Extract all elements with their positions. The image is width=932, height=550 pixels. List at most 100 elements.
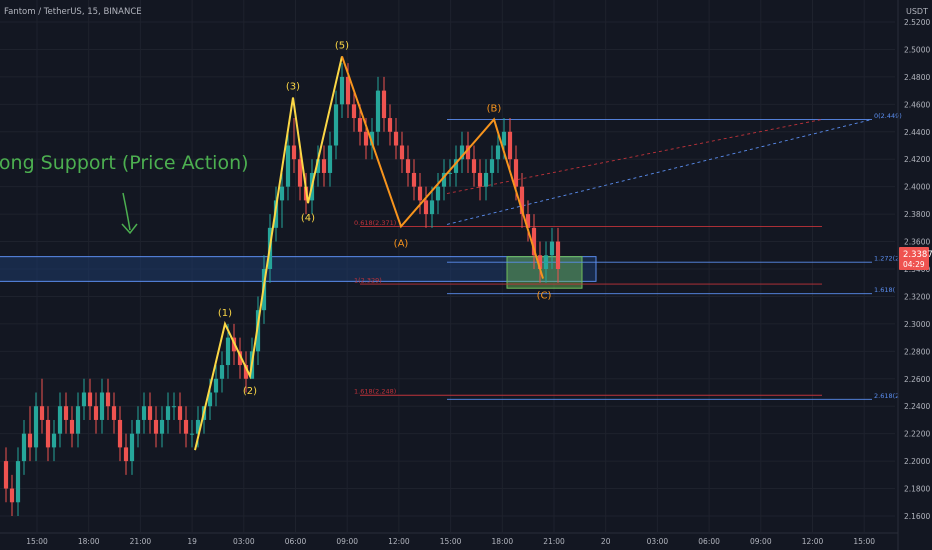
candle-body (87, 392, 93, 407)
support-zone (0, 256, 597, 282)
time-axis[interactable]: 15:00 18:00 21:00 19 03:00 06:00 09:00 12:00 15:… (0, 532, 898, 546)
candle-body (147, 406, 153, 420)
candle-body (285, 145, 291, 187)
y-tick-label: 2.2800 (904, 347, 930, 356)
x-tick-label: 15:00 (26, 537, 48, 546)
candle-body (243, 365, 249, 379)
candle-body (3, 461, 9, 489)
y-tick-label: 2.4600 (904, 100, 930, 109)
candle-body (207, 392, 213, 407)
x-tick-label: 03:00 (647, 537, 669, 546)
candle-body (507, 131, 513, 160)
candle-body (165, 406, 171, 420)
y-tick-label: 2.3000 (904, 320, 930, 329)
candle-body (315, 159, 321, 173)
price-axis[interactable]: 2.5200 2.5000 2.4800 2.4600 2.4400 2.4200 2.40… (897, 0, 930, 550)
candle-body (153, 419, 159, 434)
y-tick-label: 2.2600 (904, 375, 930, 384)
candle-body (123, 447, 129, 462)
candle-body (27, 433, 33, 448)
symbol-header: Fantom / TetherUS, 15, BINANCE (4, 7, 142, 17)
candle-body (135, 419, 141, 434)
candle-body (297, 159, 303, 187)
y-tick-label: 2.3200 (904, 292, 930, 301)
candle-body (447, 172, 453, 174)
x-tick-label: 09:00 (336, 537, 358, 546)
x-tick-label: 15:00 (440, 537, 462, 546)
candle-body (555, 241, 561, 269)
wave-label: (1) (218, 308, 232, 319)
candle-body (375, 90, 381, 132)
y-tick-label: 2.2000 (904, 457, 930, 466)
y-tick-label: 2.1800 (904, 485, 930, 494)
candle-body (213, 378, 219, 393)
wave-label: (A) (394, 238, 409, 249)
candle-body (477, 172, 483, 187)
candle-body (177, 406, 183, 420)
candle-body (33, 406, 39, 448)
fib-level-label: 1(2.329) (354, 277, 382, 285)
candle-body (9, 488, 15, 503)
y-tick-label: 2.4200 (904, 155, 930, 164)
y-tick-label: 2.4000 (904, 183, 930, 192)
candle-body (531, 227, 537, 256)
candle-body (393, 131, 399, 146)
candle-body (69, 419, 75, 434)
candle-body (183, 419, 189, 434)
candle-body (345, 76, 351, 105)
support-annotation: Strong Support (Price Action) (0, 152, 249, 174)
x-tick-label: 15:00 (853, 537, 875, 546)
candle-body (81, 392, 87, 407)
candle-body (105, 392, 111, 407)
x-tick-label: 12:00 (388, 537, 410, 546)
y-tick-label: 2.3600 (904, 238, 930, 247)
wave-label: (5) (335, 40, 349, 51)
candle-body (111, 406, 117, 420)
wave-label: (B) (487, 103, 502, 114)
y-tick-label: 2.1600 (904, 512, 930, 521)
x-tick-label: 19 (187, 537, 197, 546)
candle-body (471, 159, 477, 173)
candle-body (399, 145, 405, 160)
candle-body (357, 118, 363, 132)
x-tick-label: 18:00 (491, 537, 513, 546)
candle-body (159, 419, 165, 434)
x-tick-label: 12:00 (802, 537, 824, 546)
fib-level-label: 1.618(2.248) (354, 388, 396, 396)
candle-body (543, 255, 549, 269)
x-tick-label: 18:00 (78, 537, 100, 546)
candle-body (225, 337, 231, 366)
candle-body (63, 406, 69, 420)
candle-body (363, 131, 369, 146)
candle-body (417, 186, 423, 201)
candle-body (75, 406, 81, 434)
arrow-icon (122, 192, 131, 231)
x-tick-label: 09:00 (750, 537, 772, 546)
candle-body (279, 186, 285, 201)
annotations (121, 192, 138, 235)
bar-countdown: 04:29 (903, 260, 925, 269)
fib-level-label: 0(2.449) (874, 112, 902, 120)
candle-body (339, 76, 345, 105)
currency-label: USDT (906, 7, 928, 16)
candle-body (465, 145, 471, 160)
candle-body (93, 406, 99, 420)
candle-body (129, 433, 135, 462)
trend-projection (446, 118, 873, 225)
wave-label: (3) (286, 81, 300, 92)
corrective-wave (341, 55, 544, 279)
candle-body (219, 365, 225, 379)
candle-body (429, 200, 435, 215)
candle-body (549, 241, 555, 256)
candle-body (453, 159, 459, 173)
arrow-icon (121, 223, 138, 235)
y-tick-label: 2.2200 (904, 430, 930, 439)
candle-body (381, 90, 387, 119)
impulse-wave (194, 56, 343, 451)
candle-body (423, 200, 429, 215)
candle-body (513, 159, 519, 187)
fib-level-label: 2.618(2 (874, 392, 899, 400)
candle-body (51, 433, 57, 448)
wave-label: (C) (537, 291, 552, 302)
